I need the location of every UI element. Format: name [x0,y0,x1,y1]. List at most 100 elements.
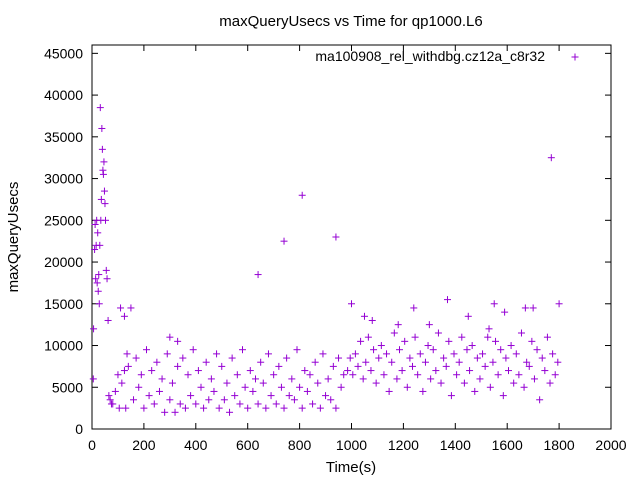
data-point [101,216,109,224]
data-point [437,379,445,387]
data-point [166,333,174,341]
data-point [236,400,244,408]
data-point [340,371,348,379]
data-point [425,321,433,329]
data-point [161,408,169,416]
data-point [104,316,112,324]
plot-border [91,44,612,430]
data-point [285,392,293,400]
data-point [105,392,113,400]
data-point [109,400,117,408]
data-point [115,404,123,412]
data-point [314,379,322,387]
data-point [468,342,476,350]
data-point [383,350,391,358]
data-point [444,296,452,304]
data-point [254,271,262,279]
data-point [202,358,210,366]
data-point [494,371,502,379]
data-point [99,166,107,174]
data-point [194,367,202,375]
data-point [150,400,158,408]
data-point [479,350,487,358]
data-point [421,358,429,366]
data-point [332,404,340,412]
data-point [419,387,427,395]
x-axis-label: Time(s) [326,459,376,476]
data-point [460,379,468,387]
data-point [490,300,498,308]
y-tick-label: 45000 [44,45,83,61]
data-point [189,346,197,354]
data-point [515,371,523,379]
data-point [453,371,461,379]
data-point [270,371,278,379]
y-tick-label: 35000 [44,129,83,145]
data-point [455,358,463,366]
data-point [327,396,335,404]
data-point [192,400,200,408]
data-point [484,333,492,341]
data-point [481,362,489,370]
data-point [398,367,406,375]
data-point [90,325,98,333]
data-point [502,354,510,362]
legend: ma100908_rel_withdbg.cz12a_c8r32 [315,48,579,64]
data-point [507,342,515,350]
data-point [100,187,108,195]
data-point [517,329,525,337]
data-point [530,375,538,383]
data-point [306,371,314,379]
data-point [100,158,108,166]
data-point [458,333,466,341]
data-point [520,383,528,391]
data-point [262,404,270,412]
data-point [424,342,432,350]
data-point [368,316,376,324]
data-point [123,350,131,358]
data-point [220,396,228,404]
data-point [218,362,226,370]
legend-label: ma100908_rel_withdbg.cz12a_c8r32 [315,48,545,64]
data-point [283,354,291,362]
data-point [91,220,99,228]
data-point [96,104,104,112]
data-point [296,383,304,391]
data-point [142,346,150,354]
data-point [466,367,474,375]
data-point [179,354,187,362]
data-point [166,396,174,404]
data-point [277,383,285,391]
data-point [118,379,126,387]
data-point [103,275,111,283]
data-point [298,404,306,412]
data-point [251,375,259,383]
data-point [207,375,215,383]
data-point [390,329,398,337]
data-point [130,396,138,404]
data-point [309,400,317,408]
data-point [197,383,205,391]
x-tick-label: 2000 [595,437,626,453]
data-point [264,350,272,358]
data-point [432,367,440,375]
data-point [181,404,189,412]
data-point [546,379,554,387]
y-tick-label: 10000 [44,338,83,354]
data-point [344,367,352,375]
data-point [440,354,448,362]
data-point [102,266,110,274]
y-tick-label: 30000 [44,171,83,187]
data-point [257,358,265,366]
data-point [184,371,192,379]
data-point [521,304,529,312]
data-point [205,396,213,404]
data-point [174,362,182,370]
axis-ticks: 0 200 400 600 800 1000 1200 1400 1600 1800 2000050… [44,45,627,453]
data-point [93,279,101,287]
data-point [408,362,416,370]
data-point [127,304,135,312]
data-point [329,362,337,370]
data-point [117,304,125,312]
